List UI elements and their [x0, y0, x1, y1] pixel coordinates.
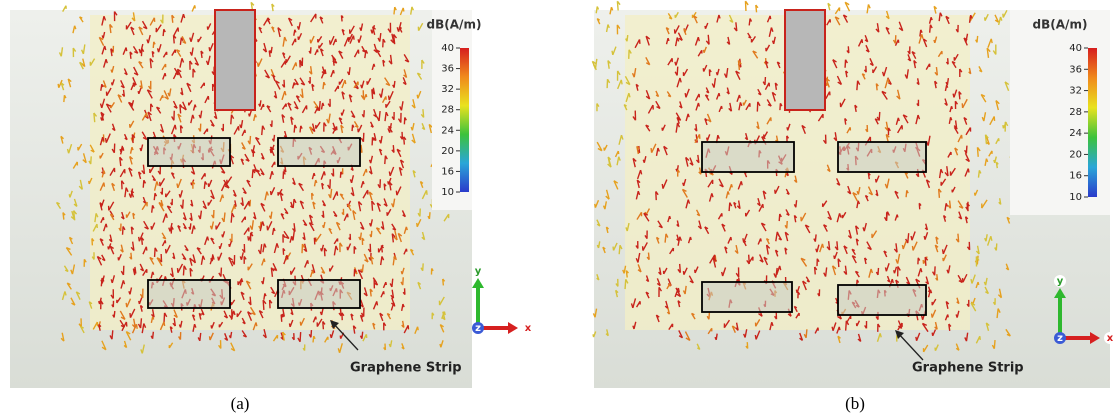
graphene-strip — [278, 138, 360, 166]
colorbar-tick-label: 32 — [1069, 86, 1082, 97]
field-arrow — [845, 2, 849, 11]
figure-canvas: dB(A/m) 40 36 32 28 24 20 16 10 y z x Graphene Strip… — [0, 0, 1115, 419]
x-axis-label: x — [1107, 333, 1114, 344]
graphene-strip — [838, 285, 926, 315]
colorbar-tick-label: 20 — [1069, 149, 1082, 160]
annotation: Graphene Strip — [912, 361, 1024, 376]
colorbar-tick-label: 16 — [441, 166, 454, 177]
graphene-strip — [702, 282, 792, 312]
colorbar-tick-label: 32 — [441, 84, 454, 95]
x-axis-head — [508, 322, 518, 334]
colorbar-tick-label: 10 — [1069, 192, 1082, 203]
colorbar-tick-label: 20 — [441, 146, 454, 157]
feed-line — [215, 10, 255, 110]
graphene-strip — [838, 142, 926, 172]
colorbar-tick-label: 36 — [1069, 64, 1082, 75]
caption: (a) — [231, 394, 250, 413]
graphene-strip — [278, 280, 360, 308]
colorbar-unit: dB(A/m) — [427, 18, 482, 32]
graphene-strip — [702, 142, 794, 172]
field-arrow — [828, 3, 830, 10]
z-axis-label: z — [475, 323, 481, 334]
graphene-strip — [148, 138, 230, 166]
colorbar — [1088, 48, 1097, 197]
y-axis-label: y — [475, 266, 482, 277]
y-axis-head — [472, 278, 484, 288]
colorbar-tick-label: 16 — [1069, 171, 1082, 182]
y-axis-label: y — [1057, 276, 1064, 287]
z-axis-label: z — [1057, 333, 1063, 344]
colorbar-unit: dB(A/m) — [1033, 18, 1088, 32]
colorbar-tick-label: 28 — [441, 105, 454, 116]
colorbar-tick-label: 10 — [441, 187, 454, 198]
caption: (b) — [845, 394, 865, 413]
panel: dB(A/m) 40 36 32 28 24 20 16 10 y z x Graphene Strip… — [592, 1, 1115, 413]
colorbar-tick-label: 24 — [441, 125, 454, 136]
x-axis-label: x — [525, 323, 532, 334]
colorbar-tick-label: 40 — [1069, 43, 1082, 54]
colorbar — [460, 48, 469, 192]
annotation: Graphene Strip — [350, 361, 462, 376]
panel: dB(A/m) 40 36 32 28 24 20 16 10 y z x Graphene Strip… — [10, 2, 534, 413]
colorbar-tick-label: 36 — [441, 64, 454, 75]
graphene-strip — [148, 280, 230, 308]
colorbar-tick-label: 40 — [441, 43, 454, 54]
colorbar-tick-label: 24 — [1069, 128, 1082, 139]
figure: dB(A/m) 40 36 32 28 24 20 16 10 y z x Graphene Strip… — [0, 0, 1115, 419]
colorbar-tick-label: 28 — [1069, 107, 1082, 118]
field-arrow — [745, 1, 748, 11]
field-arrow — [617, 1, 620, 10]
feed-line — [785, 10, 825, 110]
